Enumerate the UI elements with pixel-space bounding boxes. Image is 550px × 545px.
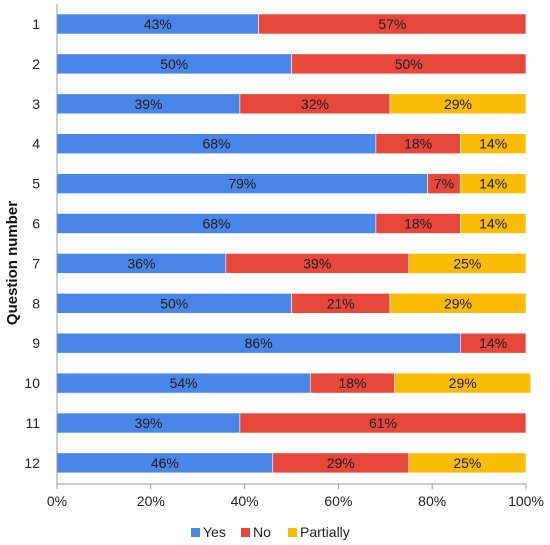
data-label-q9-no: 14% — [479, 335, 507, 351]
y-tick-label-10: 10 — [24, 375, 40, 391]
data-label-q9-yes: 86% — [245, 335, 273, 351]
x-tick-label: 60% — [324, 493, 352, 509]
legend-label-no: No — [253, 524, 271, 540]
data-labels-layer: 43% 57% 50% 50% 39% 32% 29% 68% 18% 14% 79% 7% 14% 68… — [127, 16, 507, 471]
legend: Yes No Partially — [191, 524, 350, 540]
data-label-q5-partially: 14% — [479, 176, 507, 192]
y-tick-label-4: 4 — [32, 136, 40, 152]
y-axis-title: Question number — [4, 201, 21, 325]
data-label-q8-no: 21% — [327, 295, 355, 311]
bar-q8-partially — [389, 292, 527, 314]
bar-q3-partially — [389, 93, 527, 115]
data-label-q10-yes: 54% — [170, 375, 198, 391]
data-label-q10-no: 18% — [338, 375, 366, 391]
data-label-q7-partially: 25% — [453, 255, 481, 271]
bar-q10-partially — [394, 372, 531, 394]
bar-q12-partially — [408, 452, 527, 474]
data-label-q4-no: 18% — [404, 136, 432, 152]
data-label-q5-no: 7% — [434, 176, 454, 192]
data-label-q4-partially: 14% — [479, 136, 507, 152]
data-label-q11-yes: 39% — [134, 415, 162, 431]
data-label-q11-no: 61% — [369, 415, 397, 431]
data-label-q2-no: 50% — [395, 56, 423, 72]
bar-q7-partially — [408, 253, 527, 274]
legend-swatch-no — [241, 528, 250, 537]
data-label-q5-yes: 79% — [228, 176, 256, 192]
data-label-q7-yes: 36% — [127, 255, 155, 271]
x-tick-label: 80% — [418, 493, 446, 509]
bar-q9-no — [460, 332, 527, 354]
y-tick-label-2: 2 — [32, 56, 40, 72]
y-tick-label-9: 9 — [32, 335, 40, 351]
x-tick-label: 100% — [508, 493, 544, 509]
x-tick-label: 0% — [47, 493, 67, 509]
y-tick-label-8: 8 — [32, 295, 40, 311]
legend-label-partially: Partially — [300, 524, 350, 540]
data-label-q1-yes: 43% — [144, 16, 172, 32]
y-tick-label-12: 12 — [24, 455, 40, 471]
bar-q6-partially — [460, 213, 527, 234]
bar-q11-no — [239, 412, 527, 434]
legend-swatch-partially — [288, 528, 297, 537]
y-tick-label-6: 6 — [32, 216, 40, 232]
data-label-q8-partially: 29% — [444, 295, 472, 311]
bar-q5-partially — [460, 173, 527, 194]
data-label-q7-no: 39% — [303, 255, 331, 271]
data-label-q4-yes: 68% — [202, 136, 230, 152]
data-label-q6-no: 18% — [404, 216, 432, 232]
y-tick-label-1: 1 — [32, 16, 40, 32]
y-tick-label-3: 3 — [32, 96, 40, 112]
data-label-q6-yes: 68% — [202, 216, 230, 232]
data-label-q10-partially: 29% — [449, 375, 477, 391]
y-tick-label-7: 7 — [32, 255, 40, 271]
data-label-q2-yes: 50% — [160, 56, 188, 72]
data-label-q12-yes: 46% — [151, 455, 179, 471]
data-label-q3-yes: 39% — [134, 96, 162, 112]
x-tick-label: 40% — [231, 493, 259, 509]
bar-q2-no — [291, 53, 527, 75]
legend-swatch-yes — [191, 528, 200, 537]
bar-q1-no — [258, 13, 527, 35]
x-axis: 0% 20% 40% 60% 80% 100% — [47, 4, 544, 509]
bars-layer — [56, 13, 531, 474]
x-tick-label: 20% — [137, 493, 165, 509]
data-label-q6-partially: 14% — [479, 216, 507, 232]
data-label-q8-yes: 50% — [160, 295, 188, 311]
data-label-q12-partially: 25% — [453, 455, 481, 471]
data-label-q1-no: 57% — [378, 16, 406, 32]
bar-q4-partially — [460, 133, 527, 154]
y-tick-label-5: 5 — [32, 176, 40, 192]
legend-label-yes: Yes — [203, 524, 226, 540]
y-tick-label-11: 11 — [25, 415, 40, 431]
data-label-q12-no: 29% — [327, 455, 355, 471]
data-label-q3-partially: 29% — [444, 96, 472, 112]
data-label-q3-no: 32% — [301, 96, 329, 112]
